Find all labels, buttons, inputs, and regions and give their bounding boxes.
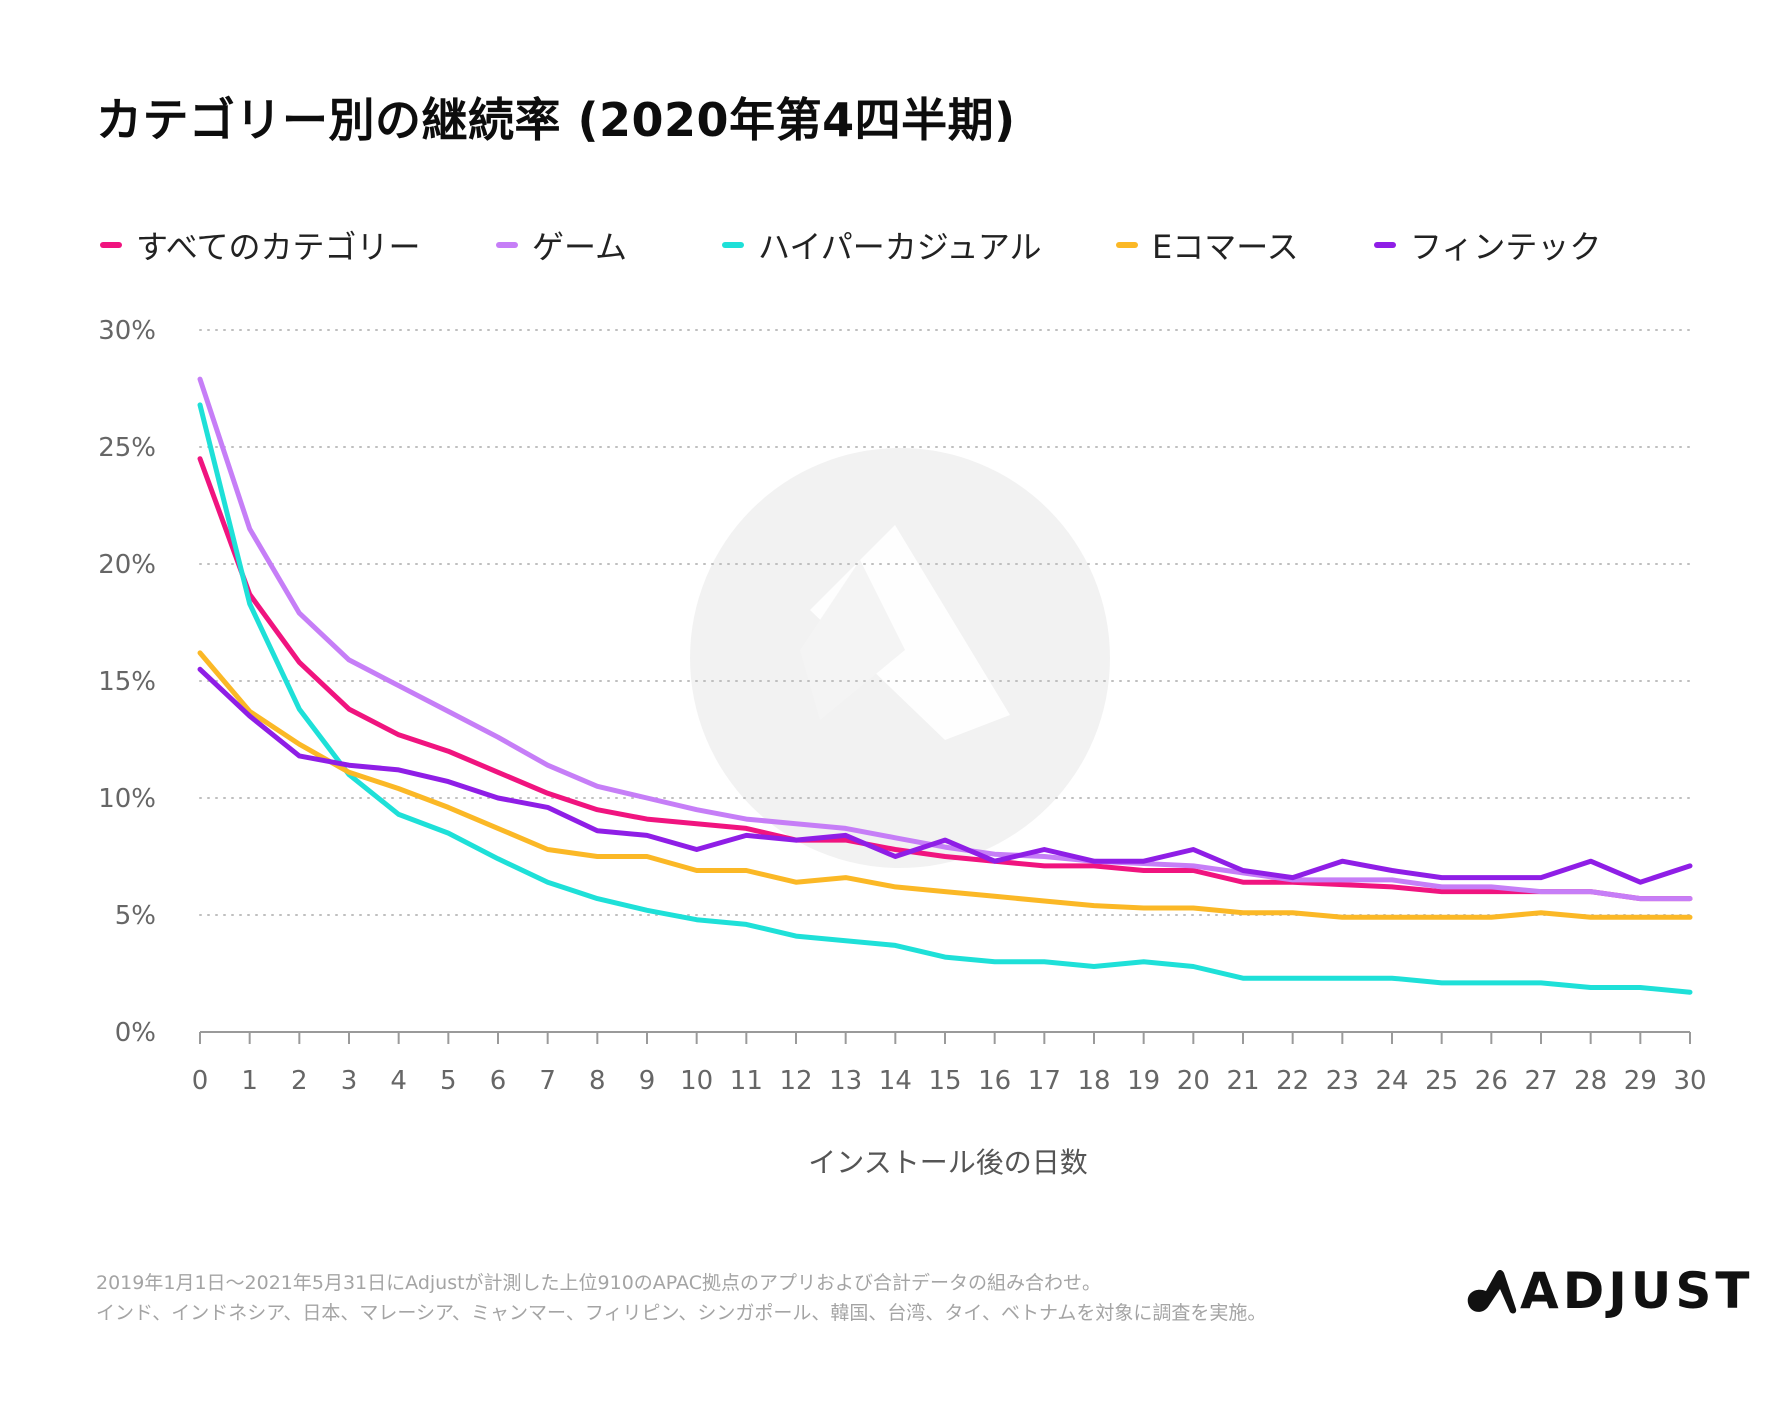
x-tick-label: 30 — [1673, 1066, 1706, 1096]
x-tick-label: 3 — [341, 1066, 358, 1096]
x-tick-label: 13 — [829, 1066, 862, 1096]
x-tick-label: 6 — [490, 1066, 507, 1096]
x-tick-label: 18 — [1077, 1066, 1110, 1096]
x-tick-label: 22 — [1276, 1066, 1309, 1096]
x-tick-label: 10 — [680, 1066, 713, 1096]
series-line-ecommerce — [197, 650, 1693, 920]
series-line-fintech — [197, 666, 1693, 885]
x-axis-ticks: 0 1 2 3 4 5 6 7 8 9 10 11 12 13 14 15 16 17 18 19 20 21 22 23 24… — [192, 1066, 1707, 1096]
watermark-logo-mark — [800, 525, 1010, 740]
x-tick-label: 19 — [1127, 1066, 1160, 1096]
x-tick-label: 26 — [1475, 1066, 1508, 1096]
legend-swatch-all-categories — [100, 242, 122, 248]
x-tick-label: 0 — [192, 1066, 209, 1096]
x-tick-label: 5 — [440, 1066, 457, 1096]
legend-label-all-categories: すべてのカテゴリー — [136, 228, 421, 266]
legend-swatch-fintech — [1374, 242, 1396, 248]
x-axis — [199, 1031, 1691, 1044]
chart-title: カテゴリー別の継続率 (2020年第4四半期) — [96, 93, 1016, 147]
y-tick-label: 15% — [98, 667, 156, 697]
x-tick-label: 12 — [779, 1066, 812, 1096]
footnote-line-2: インド、インドネシア、日本、マレーシア、ミャンマー、フィリピン、シンガポール、韓… — [96, 1302, 1267, 1324]
x-tick-label: 11 — [730, 1066, 763, 1096]
legend-item-all-categories: すべてのカテゴリー — [100, 222, 420, 268]
x-tick-label: 21 — [1226, 1066, 1259, 1096]
x-tick-label: 24 — [1375, 1066, 1408, 1096]
x-tick-label: 20 — [1177, 1066, 1210, 1096]
x-tick-label: 8 — [589, 1066, 606, 1096]
legend-item-games: ゲーム — [496, 222, 627, 268]
adjust-logo-icon — [1467, 1270, 1517, 1314]
x-tick-label: 9 — [639, 1066, 656, 1096]
series-line-hypercasual — [197, 402, 1693, 995]
x-tick-label: 16 — [978, 1066, 1011, 1096]
x-tick-label: 28 — [1574, 1066, 1607, 1096]
legend-label-fintech: フィンテック — [1410, 228, 1602, 266]
chart-legend: すべてのカテゴリー ゲーム ハイパーカジュアル Eコマース フィンテック — [100, 222, 1660, 266]
legend-swatch-hypercasual — [722, 242, 744, 248]
series-line-all-categories — [197, 456, 1693, 902]
legend-item-fintech: フィンテック — [1374, 222, 1601, 268]
legend-swatch-games — [496, 242, 518, 248]
legend-item-ecommerce: Eコマース — [1116, 222, 1299, 268]
y-tick-label: 25% — [98, 433, 156, 463]
series-lines — [197, 376, 1693, 995]
x-tick-label: 25 — [1425, 1066, 1458, 1096]
x-tick-label: 4 — [390, 1066, 407, 1096]
footnote: 2019年1月1日〜2021年5月31日にAdjustが計測した上位910のAP… — [96, 1268, 1266, 1328]
x-tick-label: 23 — [1326, 1066, 1359, 1096]
x-tick-label: 17 — [1028, 1066, 1061, 1096]
x-tick-label: 2 — [291, 1066, 308, 1096]
y-tick-label: 10% — [98, 784, 156, 814]
x-tick-label: 15 — [928, 1066, 961, 1096]
brand-name: ADJUST — [1520, 1262, 1754, 1320]
y-axis-ticks: 0% 5% 10% 15% 20% 25% 30% — [98, 316, 156, 1048]
y-tick-label: 0% — [115, 1018, 156, 1048]
x-axis-title: インストール後の日数 — [808, 1146, 1087, 1179]
y-tick-label: 30% — [98, 316, 156, 346]
y-tick-label: 20% — [98, 550, 156, 580]
legend-swatch-ecommerce — [1116, 242, 1138, 248]
x-tick-label: 14 — [879, 1066, 912, 1096]
series-line-games — [197, 376, 1693, 902]
x-tick-label: 29 — [1624, 1066, 1657, 1096]
legend-label-ecommerce: Eコマース — [1152, 228, 1299, 266]
x-tick-label: 27 — [1524, 1066, 1557, 1096]
brand-logo: ADJUST — [1462, 1262, 1754, 1320]
y-tick-label: 5% — [115, 901, 156, 931]
footnote-line-1: 2019年1月1日〜2021年5月31日にAdjustが計測した上位910のAP… — [96, 1272, 1101, 1294]
legend-item-hypercasual: ハイパーカジュアル — [722, 222, 1042, 268]
x-tick-label: 7 — [539, 1066, 556, 1096]
legend-label-games: ゲーム — [532, 228, 628, 266]
legend-label-hypercasual: ハイパーカジュアル — [758, 228, 1042, 266]
x-tick-label: 1 — [241, 1066, 258, 1096]
